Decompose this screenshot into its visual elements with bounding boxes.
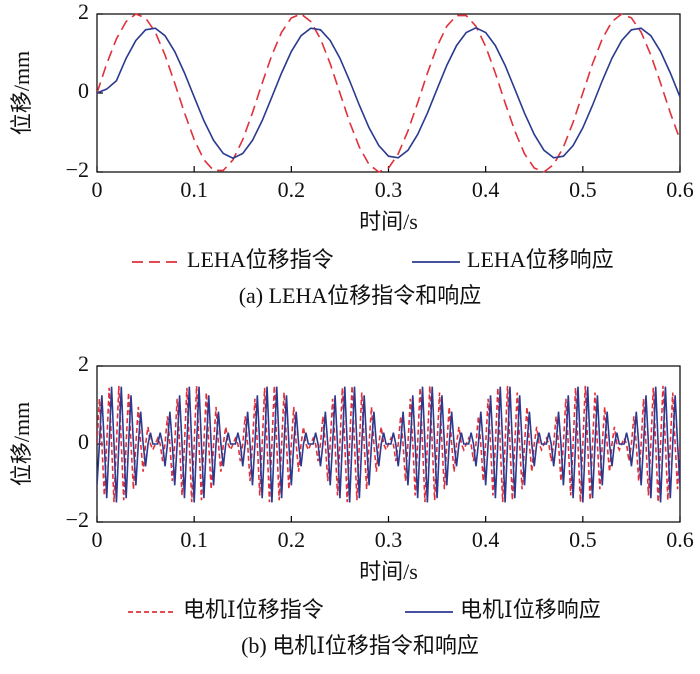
x-tick-label: 0.5 <box>569 527 597 552</box>
x-tick-label: 0.2 <box>278 177 306 202</box>
y-axis-label: 位移/mm <box>9 51 34 135</box>
y-tick-label: −2 <box>66 507 89 532</box>
plot-frame <box>96 13 681 173</box>
legend-label: 电机Ⅰ位移指令 <box>183 597 324 622</box>
x-tick-label: 0.4 <box>472 527 500 552</box>
x-tick-label: 0.5 <box>569 177 597 202</box>
x-tick-label: 0.3 <box>375 177 403 202</box>
y-tick-label: −2 <box>66 157 89 182</box>
x-axis-label: 时间/s <box>359 209 418 234</box>
x-axis-label: 时间/s <box>359 559 418 584</box>
series-line <box>97 13 680 173</box>
x-tick-label: 0.2 <box>278 527 306 552</box>
x-tick-label: 0 <box>92 177 103 202</box>
x-tick-label: 0 <box>92 527 103 552</box>
series-line <box>97 26 680 160</box>
caption: (a) LEHA位移指令和响应 <box>239 283 482 308</box>
series-line <box>97 386 680 503</box>
y-tick-label: 2 <box>78 0 89 24</box>
y-tick-label: 0 <box>78 78 89 103</box>
caption: (b) 电机Ⅰ位移指令和响应 <box>241 633 479 658</box>
legend-label: 电机Ⅰ位移响应 <box>460 597 601 622</box>
y-tick-label: 2 <box>78 351 89 376</box>
legend-label: LEHA位移指令 <box>187 247 334 272</box>
x-tick-label: 0.4 <box>472 177 500 202</box>
x-tick-label: 0.6 <box>666 527 694 552</box>
legend-label: LEHA位移响应 <box>467 247 614 272</box>
x-tick-label: 0.6 <box>666 177 694 202</box>
x-tick-label: 0.1 <box>180 177 208 202</box>
y-axis-label: 位移/mm <box>9 402 34 486</box>
x-tick-label: 0.3 <box>375 527 403 552</box>
y-tick-label: 0 <box>78 429 89 454</box>
x-tick-label: 0.1 <box>180 527 208 552</box>
